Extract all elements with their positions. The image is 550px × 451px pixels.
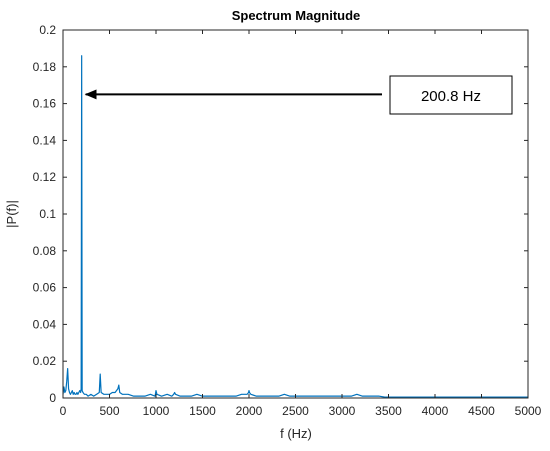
annotation-box [389, 75, 513, 115]
x-tick-label: 2000 [236, 404, 263, 418]
y-tick-label: 0.14 [33, 133, 57, 147]
x-tick-label: 3000 [329, 404, 356, 418]
x-axis-label: f (Hz) [280, 426, 312, 441]
x-tick-label: 5000 [515, 404, 542, 418]
x-axis: 0 500 1000 1500 2000 2500 3000 3500 4000 4500 5000 [60, 30, 542, 418]
x-tick-label: 3500 [375, 404, 402, 418]
y-axis-label: |P(f)| [4, 200, 19, 228]
y-axis: 0 0.02 0.04 0.06 0.08 0.1 0.12 0.14 0.16 0.18 0.2 [33, 23, 528, 405]
y-tick-label: 0.1 [39, 207, 56, 221]
y-tick-label: 0.06 [33, 281, 57, 295]
x-tick-label: 1500 [189, 404, 216, 418]
y-tick-label: 0 [49, 391, 56, 405]
annotation: 200.8 Hz [84, 75, 513, 115]
series-layer [62, 55, 528, 398]
x-tick-label: 0 [60, 404, 67, 418]
spectrum-line [62, 55, 528, 398]
y-tick-label: 0.12 [33, 170, 57, 184]
y-tick-label: 0.18 [33, 60, 57, 74]
x-tick-label: 4000 [422, 404, 449, 418]
x-tick-label: 500 [99, 404, 119, 418]
x-tick-label: 4500 [468, 404, 495, 418]
y-tick-label: 0.08 [33, 244, 57, 258]
x-tick-label: 1000 [143, 404, 170, 418]
y-tick-label: 0.04 [33, 317, 57, 331]
annotation-label: 200.8 Hz [421, 88, 481, 105]
chart-title: Spectrum Magnitude [232, 8, 361, 23]
x-tick-label: 2500 [282, 404, 309, 418]
y-tick-label: 0.02 [33, 354, 57, 368]
y-tick-label: 0.2 [39, 23, 56, 37]
y-tick-label: 0.16 [33, 97, 57, 111]
